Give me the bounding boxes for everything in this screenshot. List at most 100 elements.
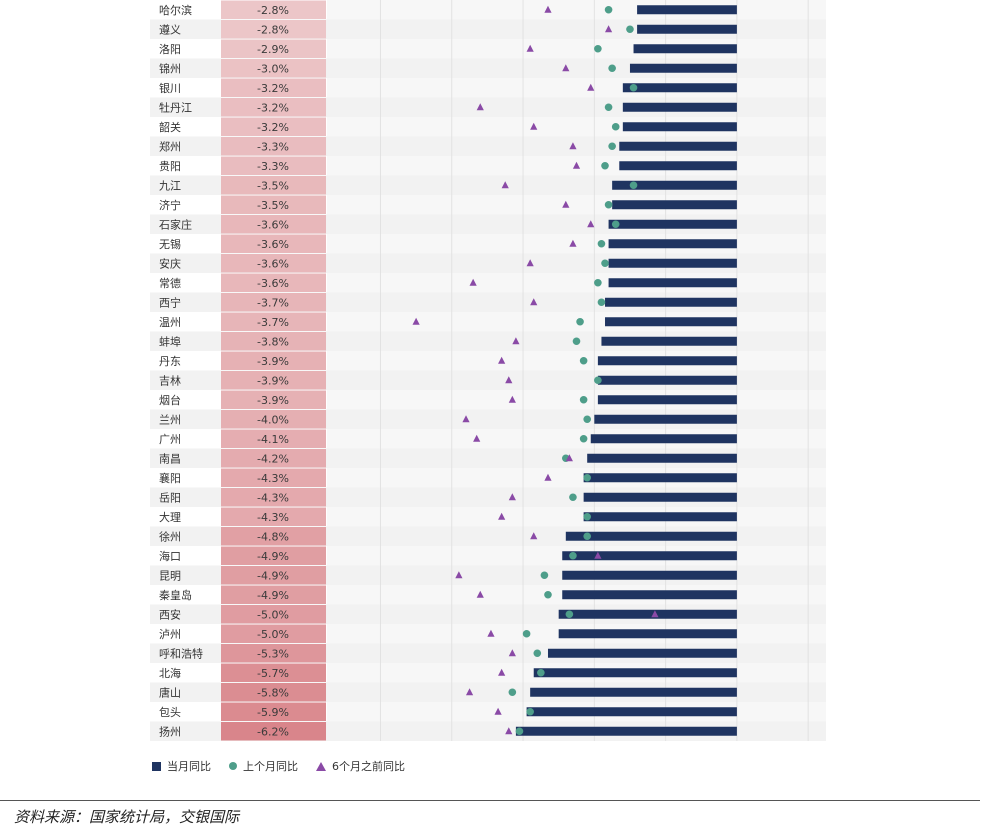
point-six-months: [512, 337, 520, 345]
category-label: 广州: [159, 433, 181, 446]
value-label: -3.2%: [257, 121, 289, 134]
point-last-month: [611, 122, 620, 131]
point-last-month: [579, 356, 588, 365]
legend: 当月同比 上个月同比 6个月之前同比: [152, 758, 405, 774]
point-last-month: [537, 668, 545, 677]
category-label: 徐州: [159, 529, 181, 543]
point-six-months: [462, 415, 470, 423]
bar-current: [547, 648, 737, 658]
value-cell: [221, 137, 326, 156]
value-cell: [221, 585, 326, 604]
point-last-month: [572, 337, 581, 346]
point-six-months: [530, 532, 538, 540]
value-cell: [221, 234, 326, 253]
value-label: -3.8%: [257, 335, 289, 348]
category-label: 洛阳: [159, 42, 181, 56]
point-six-months: [594, 551, 602, 559]
category-label: 唐山: [159, 685, 181, 699]
point-six-months: [526, 44, 534, 52]
bar-current: [608, 239, 737, 249]
point-six-months: [587, 220, 595, 228]
bar-current: [533, 668, 737, 678]
point-six-months: [530, 122, 538, 130]
point-six-months: [469, 278, 477, 286]
point-last-month: [583, 512, 591, 521]
point-last-month: [583, 532, 591, 541]
bar-current: [597, 375, 737, 385]
legend-item-last-month: 上个月同比: [229, 758, 298, 774]
footer-divider: [0, 800, 980, 801]
category-label: 海口: [159, 549, 181, 563]
value-label: -3.3%: [257, 140, 289, 153]
value-label: -2.9%: [257, 43, 289, 56]
category-label: 牡丹江: [159, 100, 192, 114]
value-label: -2.8%: [257, 23, 289, 36]
point-six-months: [544, 473, 552, 481]
point-last-month: [544, 590, 552, 599]
value-cell: [221, 59, 326, 78]
point-last-month: [626, 25, 634, 34]
value-label: -3.7%: [257, 316, 289, 329]
value-cell: [221, 312, 326, 331]
bar-current: [619, 141, 737, 151]
point-last-month: [508, 688, 517, 697]
value-label: -3.6%: [257, 277, 289, 290]
legend-label-six-months: 6个月之前同比: [332, 760, 405, 773]
category-label: 丹东: [159, 355, 181, 368]
dot-swatch-icon: [229, 762, 237, 770]
value-label: -3.0%: [257, 62, 289, 75]
legend-item-current: 当月同比: [152, 758, 211, 774]
value-cell: [221, 39, 326, 58]
value-cell: [221, 644, 326, 663]
bar-current: [605, 297, 737, 307]
value-cell: [221, 468, 326, 487]
point-six-months: [562, 64, 570, 72]
value-label: -3.9%: [257, 355, 289, 368]
point-six-months: [505, 727, 513, 735]
value-cell: [221, 332, 326, 351]
point-last-month: [629, 181, 638, 190]
value-label: -3.9%: [257, 394, 289, 407]
point-last-month: [597, 239, 606, 248]
point-six-months: [604, 25, 613, 33]
category-label: 蚌埠: [159, 334, 181, 348]
category-label: 岳阳: [159, 491, 181, 504]
point-six-months: [544, 5, 552, 13]
category-label: 锦州: [159, 61, 181, 75]
point-last-month: [540, 571, 549, 580]
point-six-months: [498, 668, 506, 676]
category-label: 郑州: [159, 139, 181, 153]
bar-current: [530, 687, 737, 697]
bar-current: [619, 161, 737, 171]
value-label: -4.9%: [257, 569, 289, 582]
bar-current: [605, 317, 737, 327]
bar-current: [590, 434, 737, 444]
point-last-month: [594, 278, 602, 287]
value-cell: [221, 176, 326, 195]
category-label: 常德: [159, 276, 181, 290]
point-six-months: [651, 610, 659, 618]
value-label: -4.3%: [257, 491, 289, 504]
point-last-month: [604, 5, 613, 14]
point-last-month: [583, 415, 591, 424]
point-last-month: [601, 161, 609, 170]
value-cell: [221, 527, 326, 546]
legend-label-last-month: 上个月同比: [243, 760, 298, 773]
category-label: 济宁: [159, 198, 181, 212]
category-label: 韶关: [159, 120, 181, 134]
legend-label-current: 当月同比: [167, 760, 211, 773]
value-label: -5.7%: [257, 667, 289, 680]
point-six-months: [501, 181, 509, 189]
value-label: -3.6%: [257, 218, 289, 231]
chart: 哈尔滨 -2.8% 遵义 -2.8% 洛阳 -2.9% 锦州 -3.0% 银川 -3.2% 牡丹江 -…: [150, 0, 826, 741]
value-label: -5.9%: [257, 706, 289, 719]
value-cell: [221, 624, 326, 643]
category-label: 扬州: [159, 724, 181, 738]
category-label: 安庆: [159, 256, 181, 270]
value-cell: [221, 702, 326, 721]
category-label: 包头: [159, 706, 181, 719]
bar-current: [558, 629, 737, 639]
bar-current: [608, 258, 737, 268]
point-six-months: [508, 395, 516, 403]
category-label: 北海: [159, 666, 181, 680]
